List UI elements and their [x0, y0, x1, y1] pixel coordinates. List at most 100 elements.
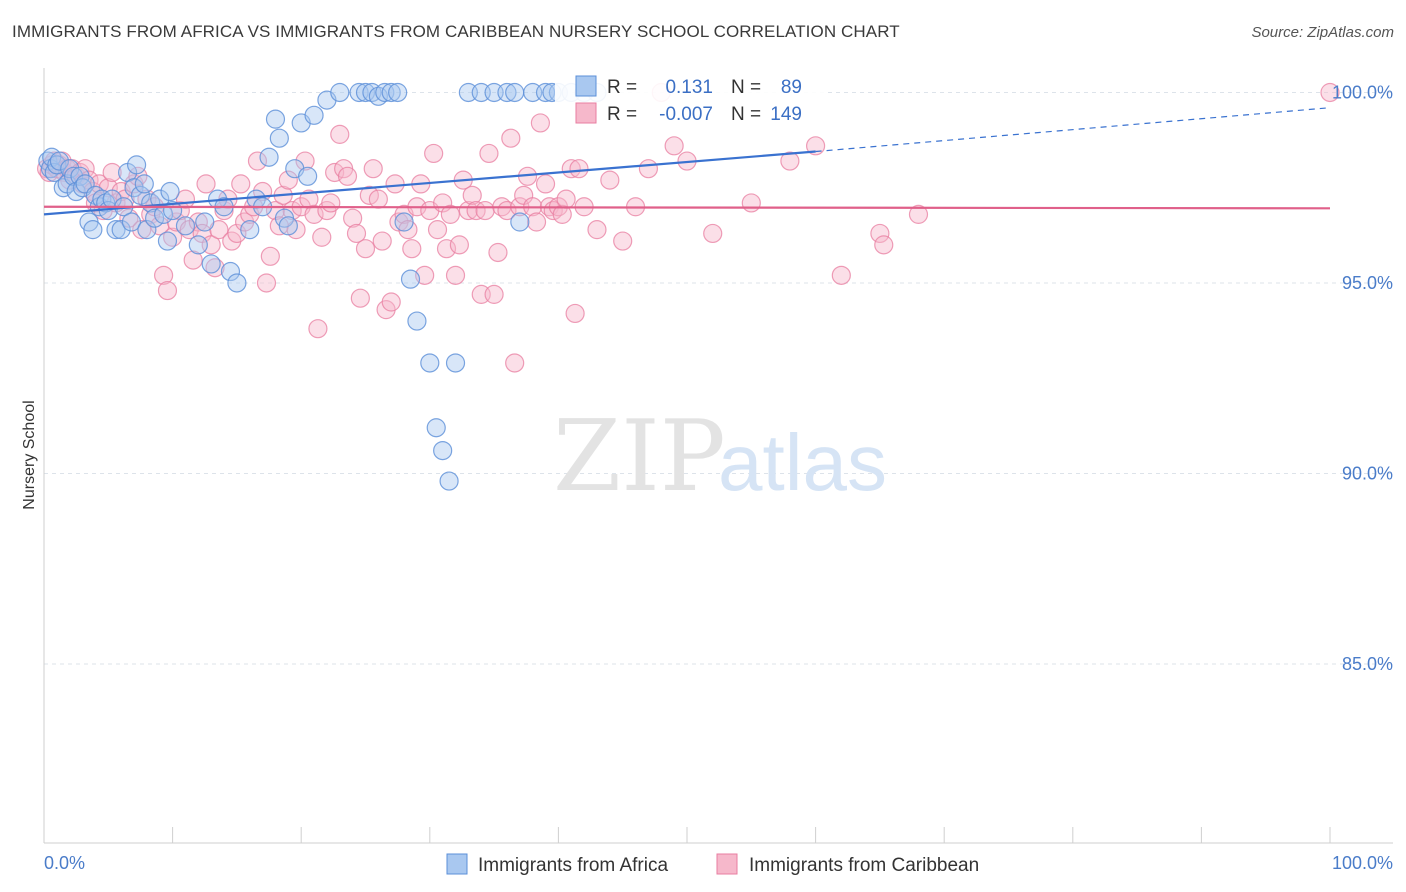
caribbean-point — [908, 204, 929, 224]
caribbean-point — [436, 239, 457, 259]
africa-point — [505, 82, 525, 103]
africa-point — [49, 151, 70, 171]
africa-point — [134, 174, 154, 194]
africa-point — [126, 155, 147, 175]
axes — [43, 68, 1393, 844]
caribbean-point — [350, 288, 370, 308]
legend-r-africa: 0.131 — [665, 77, 713, 98]
caribbean-point — [304, 204, 324, 224]
caribbean-point — [415, 265, 435, 285]
caribbean-point — [479, 143, 499, 164]
caribbean-point — [664, 136, 684, 156]
caribbean-point — [330, 124, 350, 144]
africa-point — [304, 105, 324, 125]
caribbean-point — [231, 174, 251, 194]
legend-r-label-africa: R = — [607, 77, 637, 98]
africa-point — [433, 440, 453, 461]
caribbean-point — [402, 239, 422, 259]
africa-point — [195, 212, 215, 232]
caribbean-point — [321, 193, 341, 213]
caribbean-point — [260, 246, 280, 266]
africa-point — [445, 353, 466, 373]
caribbean-point — [363, 159, 383, 179]
legend-swatch-caribbean — [575, 102, 597, 124]
caribbean-point — [295, 151, 315, 171]
africa-point — [157, 231, 178, 251]
watermark-atlas: atlas — [718, 418, 887, 507]
caribbean-point — [613, 231, 633, 251]
africa-point — [240, 220, 260, 240]
caribbean-point — [372, 231, 392, 251]
caribbean-point — [247, 151, 268, 171]
africa-point — [106, 220, 126, 240]
caribbean-point — [427, 220, 448, 240]
legend-r-label-caribbean: R = — [607, 104, 637, 125]
caribbean-point — [385, 174, 405, 194]
caribbean-point — [552, 204, 572, 224]
x-tick-label-1: 100.0% — [1332, 853, 1393, 873]
caribbean-point — [196, 174, 216, 194]
africa-point — [355, 82, 376, 103]
africa-point — [394, 212, 414, 232]
caribbean-point — [831, 265, 851, 285]
legend-swatch-africa — [575, 75, 597, 97]
legend-n-label-africa: N = — [731, 77, 761, 98]
caribbean-point — [102, 162, 122, 183]
caribbean-point — [308, 319, 328, 339]
caribbean-point — [638, 159, 659, 179]
caribbean-point — [381, 292, 401, 312]
y-tick-label-2: 90.0% — [1342, 463, 1393, 483]
caribbean-point — [535, 174, 556, 194]
caribbean-point — [556, 189, 576, 209]
caribbean-point — [227, 223, 247, 244]
africa-point — [400, 269, 421, 289]
africa-point — [160, 181, 180, 202]
caribbean-point — [870, 223, 890, 244]
africa-point — [439, 471, 459, 491]
series-legend: Immigrants from Africa Immigrants from C… — [446, 853, 979, 876]
caribbean-point — [188, 212, 208, 232]
caribbean-point — [569, 159, 589, 179]
bottom-legend-africa: Immigrants from Africa — [478, 855, 668, 876]
africa-point — [124, 178, 144, 198]
legend-n-africa: 89 — [781, 77, 802, 98]
caribbean-point — [337, 166, 358, 186]
africa-point — [44, 162, 64, 183]
africa-point — [201, 254, 221, 274]
caribbean-point — [424, 143, 444, 164]
africa-point — [175, 216, 196, 236]
tick-labels: 100.0% 95.0% 90.0% 85.0% 0.0% 100.0% — [44, 82, 1393, 873]
caribbean-point — [449, 235, 469, 255]
y-tick-label-0: 100.0% — [1332, 82, 1393, 102]
caribbean-point — [805, 136, 826, 156]
caribbean-point — [565, 303, 585, 324]
source-credit: Source: ZipAtlas.com — [1251, 24, 1394, 41]
caribbean-point — [741, 193, 761, 213]
caribbean-point — [445, 265, 466, 285]
trend-lines — [43, 107, 1331, 216]
caribbean-point — [1320, 82, 1340, 103]
caribbean-point — [346, 223, 367, 244]
chart-title: IMMIGRANTS FROM AFRICA VS IMMIGRANTS FRO… — [12, 22, 900, 41]
caribbean-point — [497, 200, 517, 221]
caribbean-point — [874, 235, 894, 255]
caribbean-point — [256, 273, 277, 293]
africa-point — [510, 212, 530, 232]
caribbean-point — [183, 250, 203, 270]
y-axis-label: Nursery School — [21, 400, 38, 509]
watermark: ZIP atlas — [553, 400, 887, 514]
caribbean-point — [205, 258, 225, 278]
africa-point — [188, 235, 208, 255]
africa-point — [420, 353, 440, 373]
africa-point — [92, 189, 112, 209]
caribbean-point — [153, 265, 174, 285]
africa-point — [330, 82, 350, 103]
legend-n-caribbean: 149 — [770, 104, 802, 125]
caribbean-point — [501, 128, 521, 148]
africa-point — [246, 189, 266, 209]
stats-legend: R = 0.131 N = 89 R = -0.007 N = 149 — [555, 68, 825, 132]
caribbean-point — [561, 159, 581, 179]
caribbean-point — [355, 239, 376, 259]
legend-r-caribbean: -0.007 — [659, 104, 713, 125]
caribbean-trend-line — [43, 205, 1331, 210]
